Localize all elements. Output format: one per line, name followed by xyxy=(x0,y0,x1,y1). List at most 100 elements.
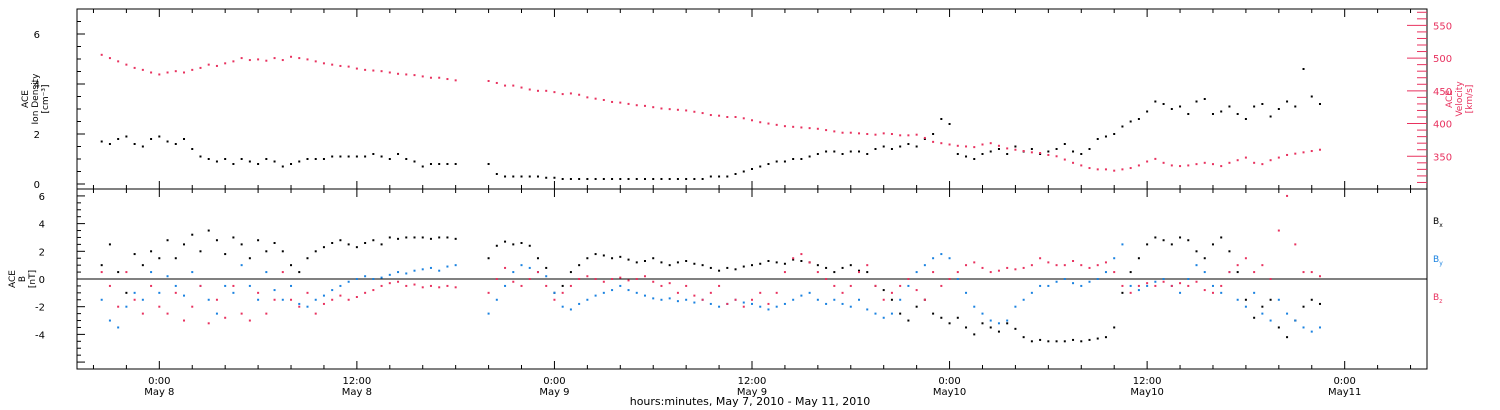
bx-point xyxy=(1088,338,1091,341)
ion-density-point xyxy=(133,143,136,145)
bx-point xyxy=(174,257,177,260)
ion-density-point xyxy=(240,158,243,160)
bz-point xyxy=(907,278,910,280)
bz-point xyxy=(1072,260,1075,262)
bz-point xyxy=(306,291,309,294)
by-point xyxy=(1072,282,1075,285)
velocity-point xyxy=(989,142,992,145)
bx-point xyxy=(158,257,161,260)
bz-point xyxy=(611,278,614,280)
ion-density-point xyxy=(504,175,507,178)
bx-point xyxy=(676,261,679,264)
bz-point xyxy=(734,298,737,301)
ion-density-point xyxy=(800,158,803,160)
x-tick-time-label: 0:00 xyxy=(148,376,170,387)
by-point xyxy=(322,294,325,297)
ion-density-point xyxy=(858,150,861,153)
velocity-point xyxy=(1072,161,1075,164)
ion-density-point xyxy=(512,175,515,178)
bx-point xyxy=(1179,236,1182,239)
ion-density-point xyxy=(339,155,342,158)
bx-point xyxy=(940,316,943,319)
bx-point xyxy=(1318,302,1321,305)
velocity-point xyxy=(314,60,317,63)
ion-density-point xyxy=(685,178,688,180)
bx-point xyxy=(956,316,959,319)
ion-density-point xyxy=(1318,103,1321,105)
bx-point xyxy=(232,236,235,239)
top-left-axis-title-line: [cm⁻³] xyxy=(41,84,51,113)
velocity-point xyxy=(1318,148,1321,151)
bottom-left-tick-label: 6 xyxy=(39,192,45,203)
by-point xyxy=(965,291,968,294)
velocity-point xyxy=(520,86,523,89)
by-point xyxy=(1096,278,1099,280)
bx-point xyxy=(767,260,770,262)
bz-point xyxy=(1310,271,1313,274)
by-point xyxy=(224,284,227,287)
by-point xyxy=(742,301,745,304)
ion-density-point xyxy=(314,158,317,160)
by-point xyxy=(331,289,334,292)
velocity-point xyxy=(1080,164,1083,167)
velocity-point xyxy=(1286,153,1289,156)
bz-point xyxy=(767,302,770,305)
bx-point xyxy=(965,326,968,329)
bz-point xyxy=(1228,271,1231,274)
by-point xyxy=(668,297,671,300)
by-point xyxy=(512,271,515,274)
bz-point xyxy=(643,275,646,278)
by-point xyxy=(718,305,721,308)
bx-point xyxy=(1146,243,1149,246)
ion-density-point xyxy=(298,160,301,163)
velocity-point xyxy=(833,130,836,133)
by-point xyxy=(923,264,926,267)
by-point xyxy=(520,264,523,267)
bz-point xyxy=(553,298,556,301)
velocity-point xyxy=(504,84,507,87)
bz-point xyxy=(1088,266,1091,269)
top-right-axis-title-line: [km/s] xyxy=(1465,85,1475,114)
ion-density-point xyxy=(1302,68,1305,70)
bz-point xyxy=(997,269,1000,272)
by-point xyxy=(899,298,902,301)
bx-point xyxy=(1211,243,1214,246)
bottom-left-axis-title-line: [nT] xyxy=(28,270,38,288)
by-point xyxy=(1310,330,1313,333)
by-point xyxy=(446,265,449,268)
by-point xyxy=(652,297,655,300)
legend-subscript: z xyxy=(1439,298,1442,305)
velocity-point xyxy=(1121,168,1124,171)
bz-point xyxy=(257,291,260,294)
velocity-point xyxy=(150,71,153,74)
velocity-point xyxy=(578,93,581,96)
velocity-point xyxy=(825,129,828,132)
bz-point xyxy=(265,312,268,315)
ion-density-point xyxy=(1088,148,1091,150)
bz-point xyxy=(298,305,301,308)
ion-density-point xyxy=(923,138,926,140)
bx-point xyxy=(586,257,589,260)
by-point xyxy=(561,305,564,308)
by-point xyxy=(907,284,910,287)
bz-point xyxy=(816,271,819,274)
by-point xyxy=(553,291,556,294)
ion-density-point xyxy=(495,173,498,175)
top-right-tick-label: 400 xyxy=(1433,120,1452,131)
ion-density-point xyxy=(981,153,984,155)
x-tick-time-label: 12:00 xyxy=(738,376,767,387)
velocity-point xyxy=(1030,151,1033,154)
bx-point xyxy=(1187,239,1190,242)
bz-point xyxy=(1096,264,1099,267)
bx-point xyxy=(915,305,918,308)
ion-density-point xyxy=(1220,110,1223,113)
velocity-point xyxy=(1179,165,1182,168)
velocity-point xyxy=(767,122,770,125)
ion-density-point xyxy=(1236,113,1239,115)
by-point xyxy=(660,298,663,301)
velocity-point xyxy=(693,110,696,113)
bz-point xyxy=(849,284,852,287)
ion-density-point xyxy=(734,173,737,175)
top-left-tick-label: 2 xyxy=(34,130,40,141)
